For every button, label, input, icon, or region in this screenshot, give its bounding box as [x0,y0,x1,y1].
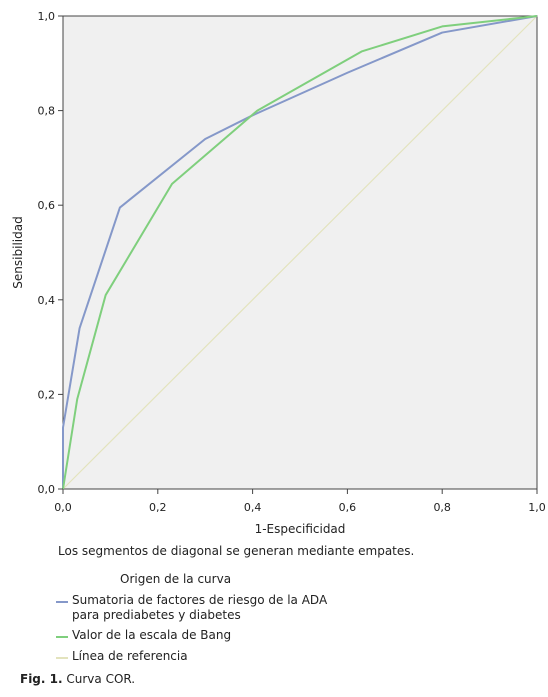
x-axis-title: 1-Especificidad [255,522,346,536]
y-axis-title: Sensibilidad [11,216,25,288]
x-tick-label: 0,6 [339,501,357,514]
ties-note: Los segmentos de diagonal se generan med… [58,544,415,558]
series-layer [62,15,538,490]
legend-swatch-bang [56,636,68,638]
y-tick-label: 1,0 [38,10,56,23]
series-line-2 [62,15,538,490]
y-tick-label: 0,8 [38,105,56,118]
legend-swatch-reference [56,657,68,659]
caption-label: Fig. 1. [20,672,63,686]
legend-label-ada: Sumatoria de factores de riesgo de la AD… [72,593,328,622]
x-tick-label: 0,8 [433,501,451,514]
roc-chart: 0,0 0,2 0,4 0,6 0,8 1,0 0,0 0,2 0,4 0,6 0,8 1,0 1-E… [11,10,546,536]
axes-layer: 0,0 0,2 0,4 0,6 0,8 1,0 0,0 0,2 0,4 0,6 0,8 1,0 [38,10,546,514]
y-tick-label: 0,6 [38,199,56,212]
legend-label-bang: Valor de la escala de Bang [72,628,232,642]
x-tick-label: 0,0 [54,501,72,514]
series-line-1 [62,15,538,490]
y-tick-label: 0,4 [38,294,56,307]
legend-label-reference: Línea de referencia [72,649,188,663]
x-tick-label: 0,4 [244,501,262,514]
caption-text: Curva COR. [66,672,136,686]
legend-title: Origen de la curva [120,572,232,586]
x-tick-label: 0,2 [149,501,167,514]
series-line-0 [62,15,538,489]
legend-swatch-ada [56,601,68,603]
y-tick-label: 0,0 [38,483,56,496]
y-tick-label: 0,2 [38,388,56,401]
x-tick-label: 1,0 [528,501,546,514]
figure-caption: Fig. 1. Curva COR. [20,672,135,686]
